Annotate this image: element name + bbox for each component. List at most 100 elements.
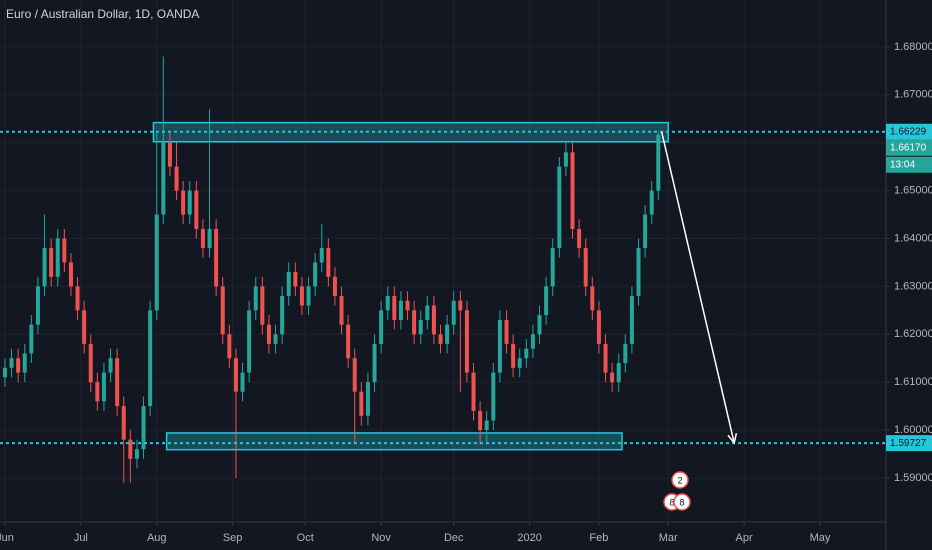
candle [596,300,601,354]
candle [227,324,232,368]
candle-body [623,343,628,364]
candle [629,286,634,354]
candle-body [385,295,390,311]
arrow-line [660,131,735,444]
candle-body [253,286,258,311]
x-tick-label: Oct [297,532,314,544]
candle [577,219,582,258]
candle [464,300,469,383]
candle [557,157,562,258]
event-label: 2 [677,475,682,485]
candle [161,56,166,225]
candle-body [247,310,252,373]
candle-body [266,324,271,344]
x-tick-label: Dec [444,532,464,544]
candle [253,276,258,320]
candle [346,315,351,368]
candle [603,334,608,383]
candle-body [319,248,324,263]
candle [570,142,575,239]
candle [438,324,443,354]
candle-body [306,286,311,306]
candle [563,142,568,177]
candle [306,276,311,316]
level-label-box [886,123,932,140]
candle [405,291,410,320]
candle-body [636,248,641,296]
candle [194,181,199,239]
candle [649,181,654,225]
candle [200,219,205,258]
candle-body [62,238,67,263]
candle-body [379,310,384,344]
candle [398,291,403,330]
candle-body [590,286,595,311]
candle [2,358,7,387]
candle-body [398,300,403,320]
candle-body [643,214,648,249]
candle-body [451,300,456,325]
candle-body [550,248,555,287]
candle-body [174,166,179,191]
candle [115,348,120,416]
candle-body [563,152,568,167]
candle-body [214,228,219,287]
candle [326,238,331,287]
candle [49,238,54,287]
candle-body [656,134,661,191]
candle-body [577,228,582,249]
candle [181,181,186,225]
candle [293,262,298,296]
candle-body [293,272,298,287]
candle [656,131,661,201]
candle-body [313,262,318,287]
y-tick-label: 1.67000 [894,89,932,101]
candle [359,382,364,426]
candle [29,315,34,364]
candle [550,238,555,296]
candle-body [346,324,351,359]
candle-body [42,248,47,287]
countdown-box [886,156,932,173]
candle-body [181,190,186,215]
candle [458,291,463,392]
x-tick-label: Aug [147,532,167,544]
candle [247,300,252,383]
candle [9,348,14,378]
candle [266,315,271,354]
candle-body [227,334,232,359]
arrow-head [727,433,738,445]
candle-body [629,295,634,344]
candle [101,363,106,411]
candle [643,204,648,258]
candle [35,276,40,335]
candle-body [194,190,199,229]
x-tick-label: Jul [74,532,88,544]
x-tick-label: Jun [0,532,14,544]
candle-body [359,391,364,416]
candle [128,430,133,483]
candle [497,310,502,383]
candle-body [273,334,278,344]
x-tick-label: Nov [371,532,391,544]
candle [148,300,153,416]
candle-body [115,358,120,407]
candle [319,224,324,273]
candle [537,305,542,344]
candle-body [207,228,212,249]
event-label: 8 [679,497,684,507]
candle-body [220,286,225,335]
candle [431,295,436,344]
candle-body [161,142,166,215]
candle-body [544,286,549,316]
candle [412,300,417,344]
candle [471,363,476,421]
level-label-box [886,435,932,452]
candle [286,262,291,306]
candle [583,238,588,296]
candle-body [141,406,146,450]
candle-body [596,310,601,344]
candle [517,348,522,378]
candle-body [101,372,106,402]
